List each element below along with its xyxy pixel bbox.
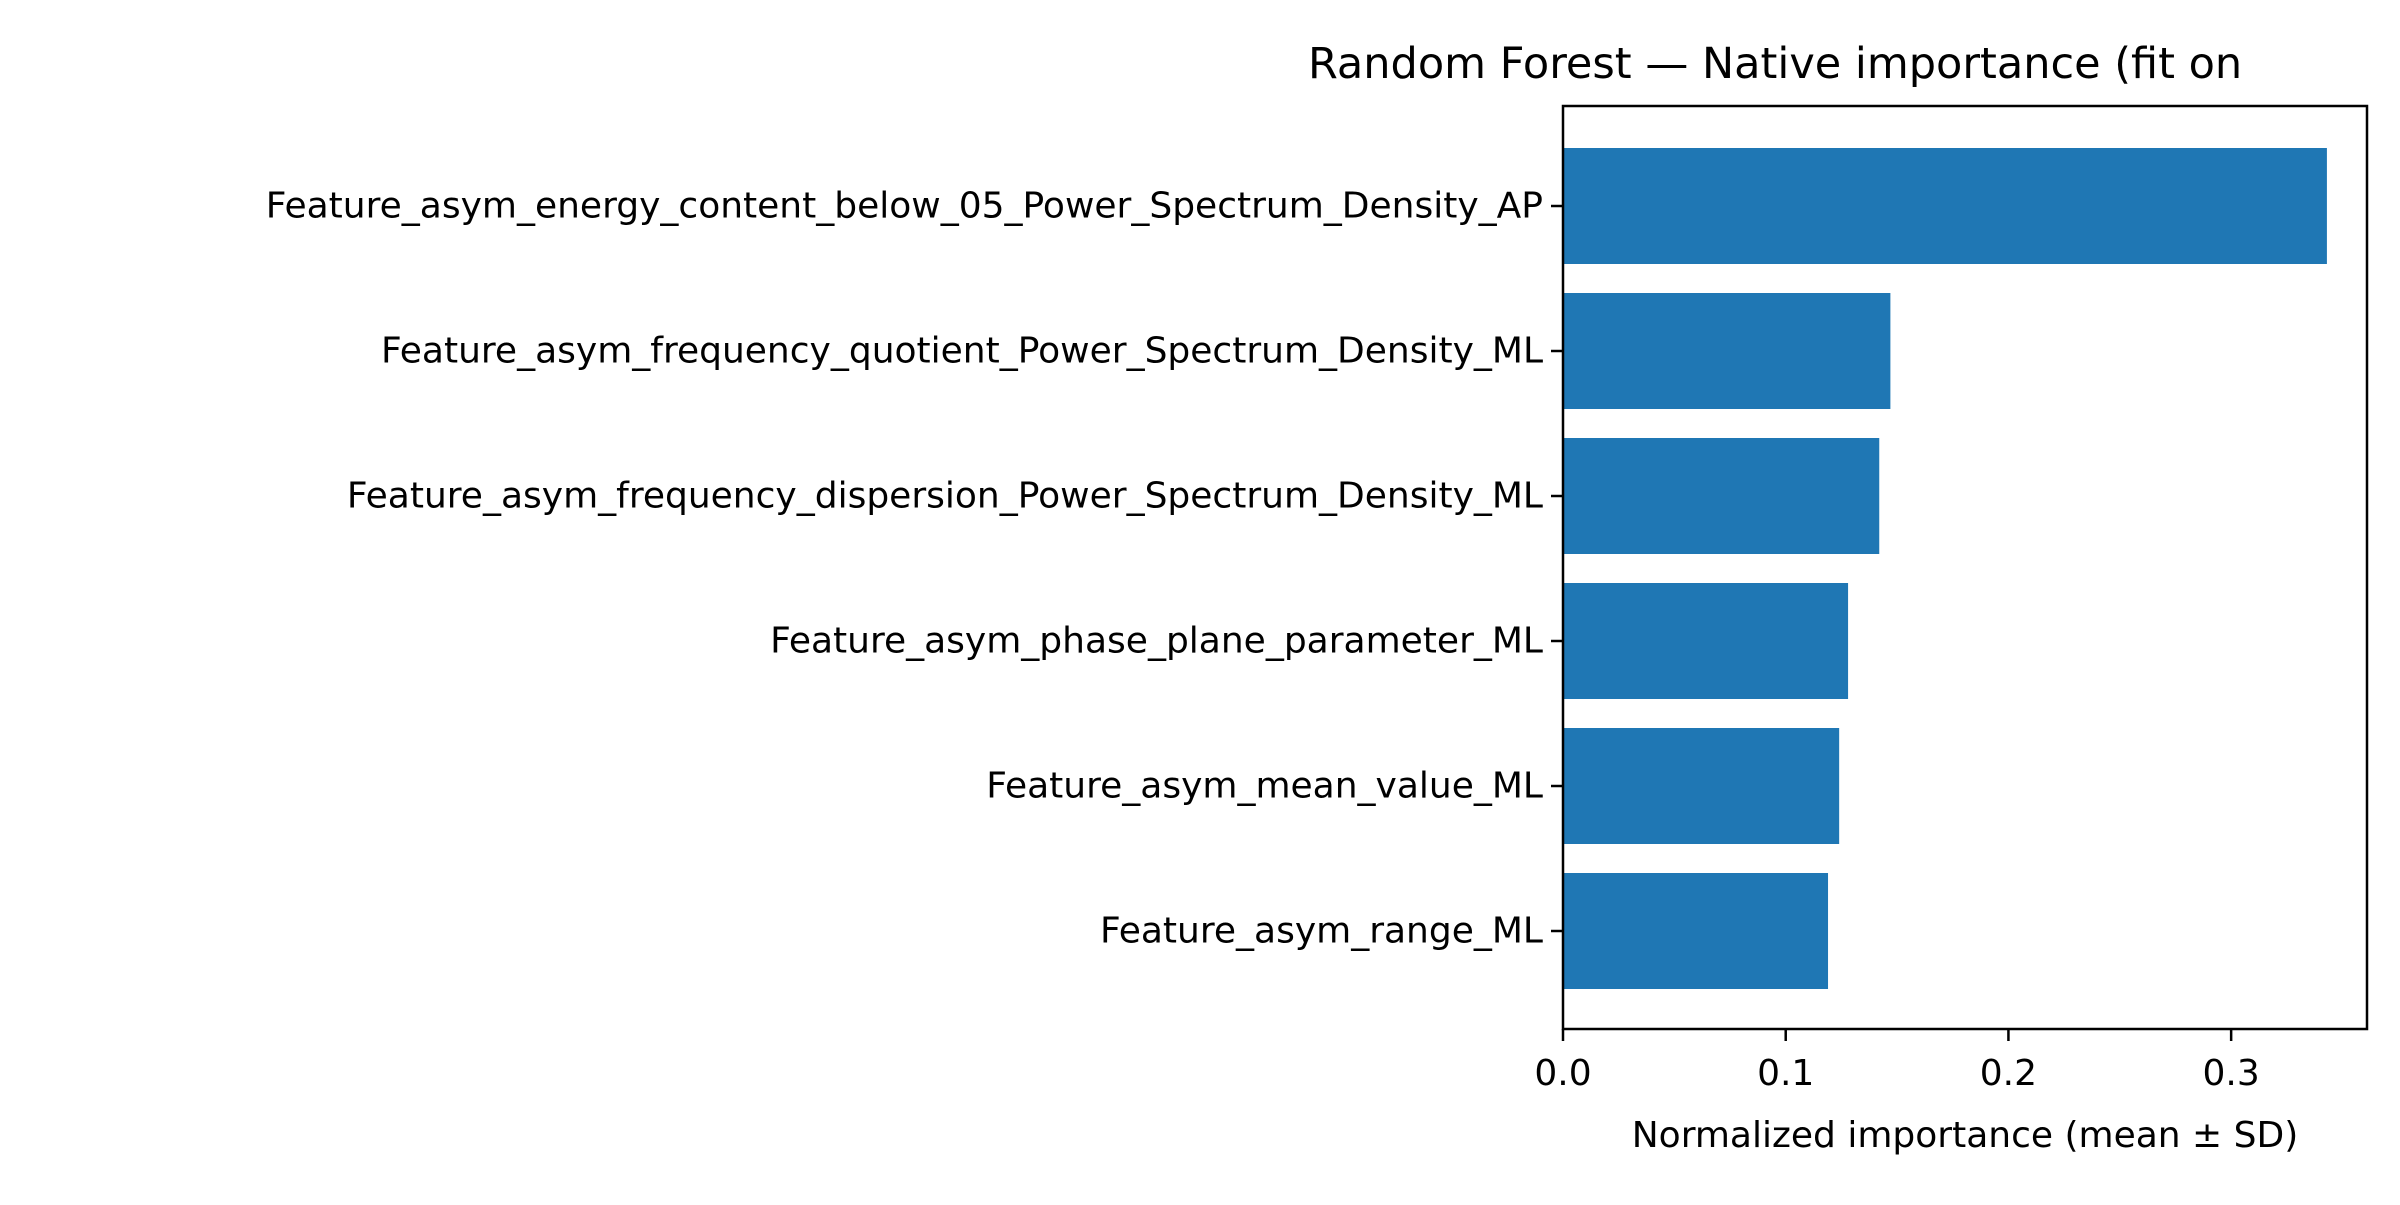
bars	[1563, 148, 2327, 989]
y-tick-label: Feature_asym_frequency_quotient_Power_Sp…	[381, 331, 1543, 372]
plot-frame	[1561, 104, 2369, 1031]
y-axis-ticks: Feature_asym_energy_content_below_05_Pow…	[266, 186, 1563, 952]
x-tick-label: 0.2	[1980, 1053, 2037, 1094]
y-tick-label: Feature_asym_mean_value_ML	[986, 766, 1543, 807]
x-tick-label: 0.3	[2203, 1053, 2260, 1094]
bar-2	[1563, 293, 1891, 409]
y-tick-label: Feature_asym_phase_plane_parameter_ML	[770, 621, 1543, 662]
x-axis-ticks: 0.0 0.1 0.2 0.3	[1534, 1029, 2260, 1094]
bar-4	[1563, 583, 1849, 699]
bar-5	[1563, 728, 1840, 844]
bar-3	[1563, 438, 1880, 554]
y-tick-label: Feature_asym_range_ML	[1100, 911, 1543, 952]
x-tick-label: 0.1	[1757, 1053, 1814, 1094]
y-tick-label: Feature_asym_frequency_dispersion_Power_…	[347, 476, 1543, 517]
chart-title: Random Forest — Native importance (fit o…	[1308, 39, 2242, 89]
bar-1	[1563, 148, 2327, 264]
y-tick-label: Feature_asym_energy_content_below_05_Pow…	[266, 186, 1543, 227]
x-axis-title: Normalized importance (mean ± SD)	[1632, 1115, 2299, 1156]
x-tick-label: 0.0	[1534, 1053, 1591, 1094]
bar-6	[1563, 873, 1829, 989]
